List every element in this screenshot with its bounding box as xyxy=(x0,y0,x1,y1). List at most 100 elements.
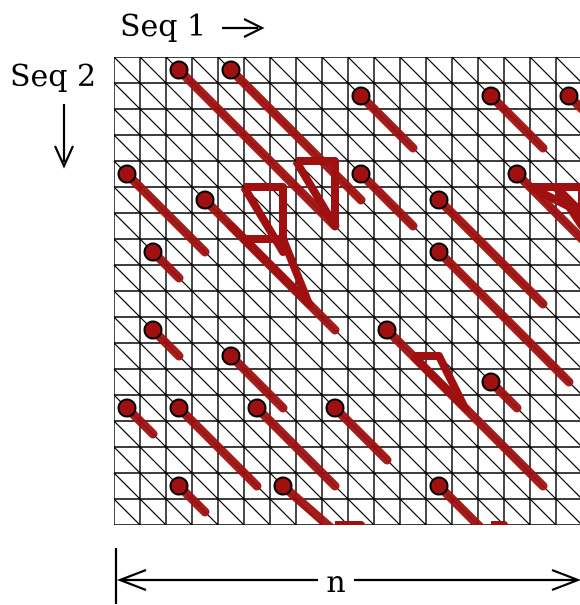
grid-cell-diagonal xyxy=(114,368,141,396)
grid-cell-diagonal xyxy=(399,290,427,318)
grid-cell-diagonal xyxy=(165,238,193,266)
grid-cell-diagonal xyxy=(399,498,427,525)
grid-cell-diagonal xyxy=(503,290,531,318)
grid-cell-diagonal xyxy=(373,264,401,292)
grid-cell-diagonal xyxy=(139,57,167,84)
grid-cell-diagonal xyxy=(399,264,427,292)
grid-cell-diagonal xyxy=(477,108,505,136)
grid-cell-diagonal xyxy=(399,82,427,110)
grid-cell-diagonal xyxy=(269,342,297,370)
alignment-start-dot xyxy=(169,60,189,80)
grid-cell-diagonal xyxy=(503,498,531,525)
grid-cell-diagonal xyxy=(555,57,580,82)
grid-cell-diagonal xyxy=(114,134,141,162)
seq2-arrow-icon xyxy=(53,104,75,169)
grid-cell-diagonal xyxy=(295,420,323,448)
grid-cell-diagonal xyxy=(477,394,505,422)
grid-cell-diagonal xyxy=(347,238,375,266)
grid-cell-diagonal xyxy=(347,108,375,136)
grid-cell-diagonal xyxy=(139,264,167,292)
grid-cell-diagonal xyxy=(139,108,167,136)
grid-cell-diagonal xyxy=(191,472,219,500)
alignment-start-dot xyxy=(117,164,137,184)
grid-cell-diagonal xyxy=(399,420,427,448)
grid-cell-diagonal xyxy=(425,160,453,188)
grid-cell-diagonal xyxy=(347,212,375,240)
grid-cell-diagonal xyxy=(477,316,505,344)
grid-cell-diagonal xyxy=(347,498,375,525)
grid-cell-diagonal xyxy=(165,420,193,448)
grid-cell-diagonal xyxy=(191,368,219,396)
grid-cell-diagonal xyxy=(555,342,580,368)
grid-cell-diagonal xyxy=(529,368,557,396)
alignment-path xyxy=(356,169,418,231)
grid-cell-diagonal xyxy=(165,446,193,474)
grid-cell-diagonal xyxy=(165,290,193,318)
grid-cell-diagonal xyxy=(114,446,141,474)
grid-cell-diagonal xyxy=(373,394,401,422)
grid-cell-diagonal xyxy=(191,290,219,318)
grid-cell-diagonal xyxy=(114,238,141,266)
grid-cell-diagonal xyxy=(399,316,427,344)
grid-cell-diagonal xyxy=(529,420,557,448)
alignment-start-dot xyxy=(195,190,215,210)
grid-cell-diagonal xyxy=(425,446,453,474)
grid-cell-diagonal xyxy=(114,290,141,318)
grid-cell-diagonal xyxy=(191,316,219,344)
grid-cell-diagonal xyxy=(269,57,297,84)
alignment-branch xyxy=(292,157,339,230)
grid-cell-diagonal xyxy=(451,160,479,188)
grid-cell-diagonal xyxy=(503,186,531,214)
alignment-path xyxy=(174,65,340,231)
grid-cell-diagonal xyxy=(321,368,349,396)
alignment-branch xyxy=(491,521,509,525)
alignment-start-dot xyxy=(143,320,163,340)
grid-cell-diagonal xyxy=(139,82,167,110)
alignment-start-dot xyxy=(481,86,501,106)
alignment-branch xyxy=(410,352,469,412)
grid-cell-diagonal xyxy=(425,212,453,240)
grid-cell-diagonal xyxy=(114,108,141,136)
grid-cell-diagonal xyxy=(373,160,401,188)
alignment-start-dot xyxy=(143,242,163,262)
grid-cell-diagonal xyxy=(503,368,531,396)
grid-cell-diagonal xyxy=(295,212,323,240)
grid-cell-diagonal xyxy=(321,290,349,318)
grid-cell-diagonal xyxy=(477,186,505,214)
grid-cell-diagonal xyxy=(373,342,401,370)
grid-cell-diagonal xyxy=(555,316,580,342)
alignment-path xyxy=(226,351,288,413)
grid-cell-diagonal xyxy=(373,134,401,162)
grid-cell-diagonal xyxy=(451,420,479,448)
grid-cell-diagonal xyxy=(425,498,453,525)
alignment-start-dot xyxy=(429,190,449,210)
grid-cell-diagonal xyxy=(295,238,323,266)
grid-cell-diagonal xyxy=(451,186,479,214)
grid-cell-diagonal xyxy=(477,342,505,370)
grid-cell-diagonal xyxy=(503,212,531,240)
alignment-path xyxy=(434,481,485,525)
grid-cell-diagonal xyxy=(529,160,557,188)
grid-cell-diagonal xyxy=(269,446,297,474)
grid-cell-diagonal xyxy=(425,57,453,84)
grid-cell-diagonal xyxy=(243,108,271,136)
alignment-path xyxy=(330,403,392,465)
alignment-start-dot xyxy=(169,398,189,418)
grid-cell-diagonal xyxy=(295,394,323,422)
grid-cell-diagonal xyxy=(114,212,141,240)
grid-cell-diagonal xyxy=(477,446,505,474)
alignment-path xyxy=(356,91,418,153)
grid-cell-diagonal xyxy=(555,498,580,524)
length-dimension xyxy=(114,548,580,604)
alignment-path xyxy=(226,65,366,205)
grid-cell-diagonal xyxy=(217,316,245,344)
grid-cell-diagonal xyxy=(451,290,479,318)
grid-cell-diagonal xyxy=(555,290,580,316)
grid-cell-diagonal xyxy=(139,342,167,370)
grid-cell-diagonal xyxy=(217,498,245,525)
grid-cell-diagonal xyxy=(269,316,297,344)
grid-cell-diagonal xyxy=(139,472,167,500)
grid-cell-diagonal xyxy=(217,472,245,500)
grid-cell-diagonal xyxy=(295,472,323,500)
grid-cell-diagonal xyxy=(243,57,271,84)
